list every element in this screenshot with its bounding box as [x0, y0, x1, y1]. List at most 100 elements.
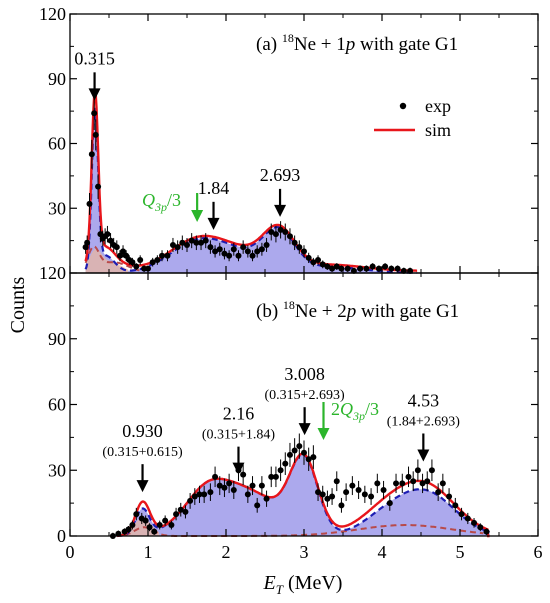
panel-b-data-point — [162, 517, 169, 524]
panel-a-component-fill — [85, 248, 129, 273]
panel-a-data-point — [254, 248, 261, 255]
panel-b-data-point — [115, 530, 122, 537]
panel-a-data-point — [235, 252, 242, 259]
panel-b-data-point — [212, 473, 219, 480]
panel-a-data-point — [407, 267, 414, 274]
panel-b-data-point — [386, 500, 393, 507]
panel-a-data-point — [263, 241, 270, 248]
panel-a-data-point — [244, 248, 251, 255]
panel-a-data-point — [296, 244, 303, 251]
panel-a-data-point — [104, 231, 111, 238]
panel-b-data-point — [196, 491, 203, 498]
panel-b-peak-label: 0.930 — [122, 421, 163, 441]
panel-b-data-point — [277, 467, 284, 474]
panel-b-data-point — [226, 480, 233, 487]
panel-a-data-point — [240, 244, 247, 251]
panel-a-data-point — [291, 239, 298, 246]
panel-b-data-point — [254, 502, 261, 509]
panel-b-data-point — [338, 502, 345, 509]
panel-b-data-point — [458, 511, 465, 518]
panel-a-data-point — [272, 231, 279, 238]
y-axis-label: Counts — [7, 276, 29, 333]
panel-b-data-point — [319, 491, 326, 498]
panel-b-data-point — [368, 493, 375, 500]
panel-b-data-point — [471, 519, 478, 526]
panel-a-data-point — [133, 263, 140, 270]
panel-a-data-point — [230, 246, 237, 253]
panel-b-ytick-label: 120 — [39, 263, 66, 283]
panel-a-data-point — [149, 259, 156, 266]
panel-a-data-point — [202, 237, 209, 244]
panel-a-data-point — [84, 239, 91, 246]
panel-b-data-point — [424, 478, 431, 485]
panel-b-data-point — [286, 451, 293, 458]
panel-a-data-point — [394, 265, 401, 272]
panel-a-ytick-label: 120 — [39, 4, 66, 24]
panel-a-component-curve — [84, 245, 140, 272]
panel-a-data-point — [159, 252, 166, 259]
panel-b-data-point — [464, 515, 471, 522]
panel-b-data-point — [329, 493, 336, 500]
panel-b-data-point — [310, 454, 317, 461]
panel-b-arrow-head — [417, 449, 430, 462]
legend: exp sim — [374, 96, 451, 140]
panel-b-data-point — [173, 511, 180, 518]
xtick-label: 6 — [534, 542, 543, 562]
panel-a-data-point — [92, 131, 99, 138]
panel-b-data-point — [282, 460, 289, 467]
panel-b-data-point — [343, 489, 350, 496]
panel-a-data-point — [258, 246, 265, 253]
panel-b-data-point — [249, 482, 256, 489]
panel-b-data-point — [272, 473, 279, 480]
panel-a-data-point — [324, 263, 331, 270]
panel-b-data-point — [182, 508, 189, 515]
panel-b-peak-sublabel: (0.315+2.693) — [265, 388, 346, 403]
panel-a-peak-label: 2.693 — [260, 165, 301, 185]
panel-a-data-point — [116, 252, 123, 259]
panel-b-ytick-label: 90 — [48, 329, 66, 349]
panel-b-data-point — [191, 493, 198, 500]
panel-b-data-point — [129, 522, 136, 529]
panel-a-data-point — [221, 250, 228, 257]
panel-b-data-point — [146, 524, 153, 531]
panel-a-data-point — [169, 241, 176, 248]
panel-b-data-point — [399, 480, 406, 487]
panel-b-data-point — [305, 456, 312, 463]
panel-b-data-point — [125, 526, 132, 533]
panel-b-data-point — [324, 495, 331, 502]
legend-exp-marker — [399, 102, 407, 110]
panel-a-data-point — [249, 252, 256, 259]
panel-b-data-point — [333, 478, 340, 485]
panel-a-ytick-label: 30 — [48, 198, 66, 218]
panel-a-title: (a) 18Ne + 1p with gate G1 — [256, 31, 458, 55]
panel-a-data-point — [286, 233, 293, 240]
xtick-label: 4 — [378, 542, 387, 562]
panel-b-data-point — [428, 467, 435, 474]
panel-a-data-point — [91, 110, 98, 117]
panel-b-data-point — [393, 480, 400, 487]
panel-b-ytick-label: 0 — [57, 526, 66, 546]
panel-a-data-point — [120, 248, 127, 255]
xtick-label: 1 — [144, 542, 153, 562]
panel-a-data-point — [123, 252, 130, 259]
panel-a-data-point — [382, 263, 389, 270]
panel-a-data-point — [179, 239, 186, 246]
panel-b-data-point — [446, 493, 453, 500]
panel-a-data-point — [282, 228, 289, 235]
panel-b-data-point — [452, 502, 459, 509]
panel-a-peak-label: 0.315 — [74, 48, 115, 68]
panel-a-data-point — [268, 228, 275, 235]
panel-b-component-fill — [124, 518, 160, 536]
panel-a-data-point — [333, 263, 340, 270]
panel-b-data-point — [301, 449, 307, 456]
panel-b-peak-label: 2.16 — [223, 404, 255, 424]
panel-b-q3p-label: 2Q3p/3 — [331, 399, 379, 423]
panel-b-data-point — [296, 443, 303, 450]
panel-b-data-point — [263, 495, 270, 502]
panel-a-sim-curve — [84, 89, 418, 272]
panel-b-data-point — [349, 482, 356, 489]
panel-b-peak-sublabel: (1.84+2.693) — [387, 414, 461, 429]
xtick-label: 5 — [456, 542, 465, 562]
panel-b-data-point — [216, 482, 223, 489]
